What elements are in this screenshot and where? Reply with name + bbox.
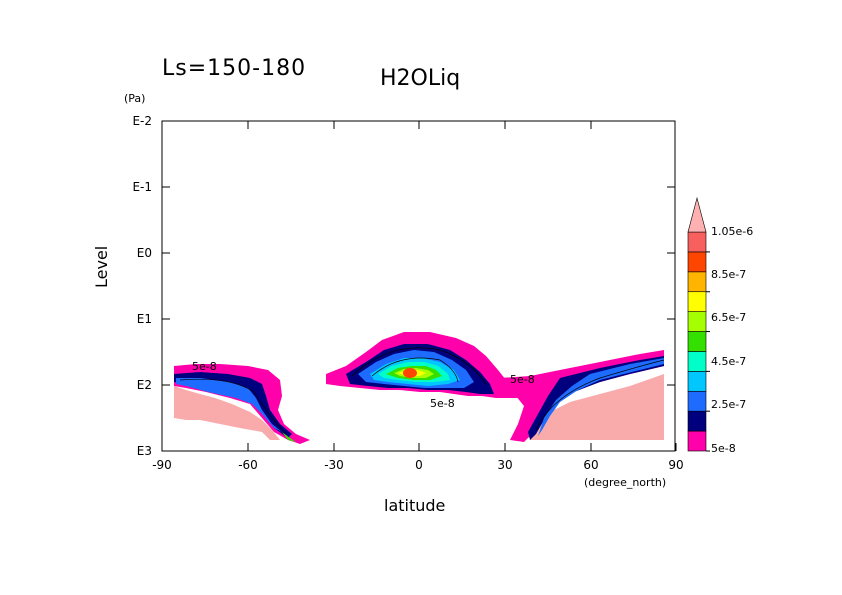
cloud-band-south-inner — [176, 378, 282, 432]
colorbar-label: 5e-8 — [711, 442, 736, 455]
x-tick-label: -60 — [238, 458, 258, 472]
colorbar-swatch — [687, 291, 707, 312]
y-tick-label: E-1 — [132, 180, 152, 194]
contour-line — [535, 359, 665, 431]
cloud-band-south-mid — [174, 372, 292, 438]
contour-line — [179, 378, 287, 435]
x-tick-label: 0 — [415, 458, 423, 472]
x-tick-label: 60 — [583, 458, 599, 472]
chart-title: H2OLiq — [380, 66, 461, 91]
y-tick-label: E3 — [136, 444, 152, 458]
colorbar-label: 6.5e-7 — [711, 311, 747, 324]
contour-line — [351, 347, 487, 385]
colorbar-swatch — [687, 311, 707, 332]
y-tick-label: E-2 — [132, 114, 152, 128]
colorbar-label: 2.5e-7 — [711, 398, 747, 411]
y-tick-label: E1 — [136, 312, 152, 326]
x-tick-label: 90 — [668, 458, 684, 472]
contour-label: 5e-8 — [510, 373, 535, 386]
x-ticks — [161, 121, 677, 451]
masked-region-north — [530, 374, 664, 440]
colorbar-swatch — [687, 231, 707, 253]
colorbar-label: 4.5e-7 — [711, 355, 747, 368]
y-tick-label: E0 — [136, 246, 152, 260]
contour-label: 5e-8 — [430, 397, 455, 410]
x-axis-unit: (degree_north) — [584, 476, 667, 489]
masked-region-south — [174, 386, 280, 440]
x-axis-label: latitude — [384, 496, 446, 515]
y-ticks — [162, 120, 675, 452]
x-tick-label: -30 — [324, 458, 344, 472]
contour-line — [371, 357, 459, 383]
colorbar-swatch — [687, 410, 707, 432]
x-tick-label: -90 — [152, 458, 172, 472]
colorbar-swatch — [687, 251, 707, 273]
y-axis-unit: (Pa) — [124, 92, 146, 105]
tropical-cloud-peak — [403, 368, 417, 378]
colorbar-label: 8.5e-7 — [711, 268, 747, 281]
colorbar-label: 1.05e-6 — [711, 225, 754, 238]
y-tick-label: E2 — [136, 378, 152, 392]
colorbar-swatch — [687, 351, 707, 372]
x-tick-label: 30 — [497, 458, 513, 472]
colorbar-swatch — [687, 430, 707, 452]
colorbar-swatch — [687, 331, 707, 352]
contour-label: 5e-8 — [192, 360, 217, 373]
colorbar-swatch — [687, 271, 707, 293]
colorbar-swatch — [687, 371, 707, 392]
colorbar-extend-triangle — [687, 196, 707, 233]
cloud-band-south-core — [282, 432, 296, 442]
colorbar — [687, 196, 710, 452]
cloud-band-north-inner — [538, 358, 664, 436]
chart-period-label: Ls=150-180 — [162, 56, 307, 81]
colorbar-swatch — [687, 390, 707, 412]
